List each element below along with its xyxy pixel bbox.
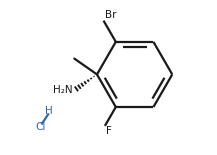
Text: Cl: Cl (35, 122, 45, 132)
Text: F: F (106, 126, 112, 136)
Text: H₂N: H₂N (53, 84, 72, 95)
Text: H: H (46, 106, 53, 115)
Text: Br: Br (105, 10, 116, 20)
